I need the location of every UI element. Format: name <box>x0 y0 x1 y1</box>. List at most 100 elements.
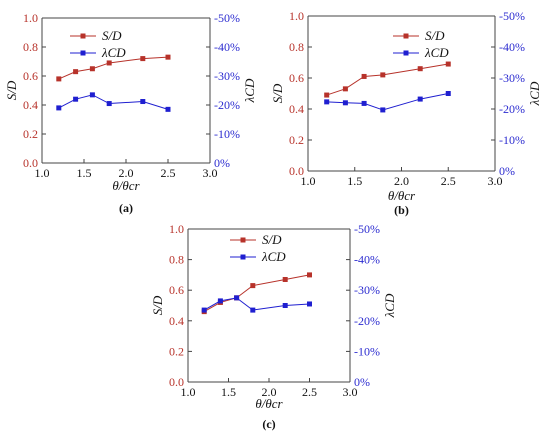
x-tick-label: 1.0 <box>301 174 316 188</box>
series-line-sd <box>326 63 449 96</box>
right-y-tick-label: -40% <box>354 253 380 267</box>
legend-label: S/D <box>425 28 445 43</box>
chart-panel-2: 1.0 1.5 2.0 2.5 3.0 0.0 0.2 0.4 0.6 0.8 1.0 0% -10% -… <box>270 9 542 217</box>
left-y-tick-label: 1.0 <box>289 9 304 23</box>
left-y-axis-label: S/D <box>270 83 285 103</box>
data-point-lambda <box>73 96 79 102</box>
series-line-lambda <box>203 297 310 311</box>
data-point-sd <box>73 69 79 75</box>
data-point-sd <box>342 86 348 92</box>
right-y-axis-label: λCD <box>527 81 542 106</box>
left-y-tick-label: 0.4 <box>23 98 38 112</box>
legend-marker <box>80 33 86 39</box>
x-tick-label: 2.0 <box>262 385 277 399</box>
left-y-tick-label: 0.8 <box>289 40 304 54</box>
legend-marker <box>240 237 246 243</box>
right-y-tick-label: -10% <box>214 127 240 141</box>
data-point-sd <box>250 283 256 289</box>
x-tick-label: 3.0 <box>488 174 503 188</box>
data-point-sd <box>89 66 95 72</box>
x-tick-label: 1.0 <box>181 385 196 399</box>
data-point-sd <box>106 60 112 66</box>
series-line-sd <box>203 274 310 313</box>
data-point-sd <box>361 73 367 79</box>
right-y-tick-label: -20% <box>354 314 380 328</box>
data-point-sd <box>56 76 62 82</box>
data-point-lambda <box>250 307 256 313</box>
x-axis-label: θ/θcr <box>388 188 416 203</box>
data-point-sd <box>380 72 386 78</box>
left-y-axis-label: S/D <box>4 80 19 100</box>
data-point-lambda <box>342 100 348 106</box>
left-y-tick-label: 0.0 <box>23 156 38 170</box>
x-axis-label: θ/θcr <box>255 396 283 411</box>
right-y-tick-label: -40% <box>214 40 240 54</box>
data-point-sd <box>445 61 451 67</box>
left-y-tick-label: 0.6 <box>23 69 38 83</box>
legend-marker <box>403 33 409 39</box>
series-line-sd <box>58 56 169 80</box>
data-point-lambda <box>217 298 223 304</box>
legend-marker <box>240 254 246 260</box>
x-tick-label: 2.5 <box>302 385 317 399</box>
left-y-tick-label: 0.4 <box>289 102 304 116</box>
left-y-tick-label: 0.8 <box>23 40 38 54</box>
left-y-tick-label: 0.2 <box>289 133 304 147</box>
data-point-lambda <box>165 106 171 112</box>
x-tick-label: 1.0 <box>35 166 50 180</box>
x-axis-label: θ/θcr <box>112 178 140 193</box>
panel-caption: (b) <box>394 203 409 217</box>
legend-label: λCD <box>261 249 286 264</box>
data-point-lambda <box>140 99 146 105</box>
left-y-tick-label: 0.2 <box>169 344 184 358</box>
left-y-tick-label: 0.8 <box>169 253 184 267</box>
right-y-tick-label: -30% <box>499 71 525 85</box>
data-point-sd <box>324 92 330 98</box>
data-point-lambda <box>56 105 62 111</box>
left-y-tick-label: 0.0 <box>289 164 304 178</box>
left-y-tick-label: 0.0 <box>169 375 184 389</box>
data-point-lambda <box>234 295 240 301</box>
data-point-sd <box>140 56 146 62</box>
legend-label: S/D <box>102 28 122 43</box>
right-y-tick-label: 0% <box>354 375 370 389</box>
x-tick-label: 2.0 <box>119 166 134 180</box>
left-y-tick-label: 0.2 <box>23 127 38 141</box>
data-point-lambda <box>361 100 367 106</box>
right-y-axis-label: λCD <box>242 78 257 103</box>
chart-panel-3: 1.0 1.5 2.0 2.5 3.0 0.0 0.2 0.4 0.6 0.8 1.0 0% -10% -… <box>150 222 397 431</box>
left-y-tick-label: 0.4 <box>169 314 184 328</box>
data-point-sd <box>307 272 312 278</box>
data-point-lambda <box>106 101 112 107</box>
x-tick-label: 1.5 <box>347 174 362 188</box>
right-y-tick-label: -10% <box>499 133 525 147</box>
series-line-lambda <box>326 93 449 111</box>
legend-label: S/D <box>262 232 282 247</box>
data-point-lambda <box>445 91 451 96</box>
x-tick-label: 2.0 <box>394 174 409 188</box>
right-y-tick-label: -50% <box>499 9 525 23</box>
legend-label: λCD <box>424 45 449 60</box>
x-tick-label: 3.0 <box>343 385 358 399</box>
x-tick-label: 3.0 <box>203 166 218 180</box>
left-y-tick-label: 1.0 <box>169 222 184 236</box>
x-tick-label: 1.5 <box>77 166 92 180</box>
legend-label: λCD <box>101 45 126 60</box>
data-point-sd <box>165 54 171 60</box>
left-y-axis-label: S/D <box>150 295 165 315</box>
right-y-tick-label: -30% <box>214 69 240 83</box>
data-point-lambda <box>89 92 95 98</box>
data-point-lambda <box>380 107 386 113</box>
data-point-sd <box>282 276 288 282</box>
data-point-sd <box>417 66 423 72</box>
chart-panel-1: 1.0 1.5 2.0 2.5 3.0 0.0 0.2 0.4 0.6 0.8 1.0 0% -10% -… <box>4 11 257 215</box>
series-line-lambda <box>58 94 169 110</box>
right-y-tick-label: -50% <box>354 222 380 236</box>
x-tick-label: 2.5 <box>441 174 456 188</box>
right-y-tick-label: -10% <box>354 344 380 358</box>
data-point-lambda <box>282 303 288 308</box>
data-point-lambda <box>307 301 312 307</box>
right-y-tick-label: -20% <box>499 102 525 116</box>
right-y-tick-label: -20% <box>214 98 240 112</box>
